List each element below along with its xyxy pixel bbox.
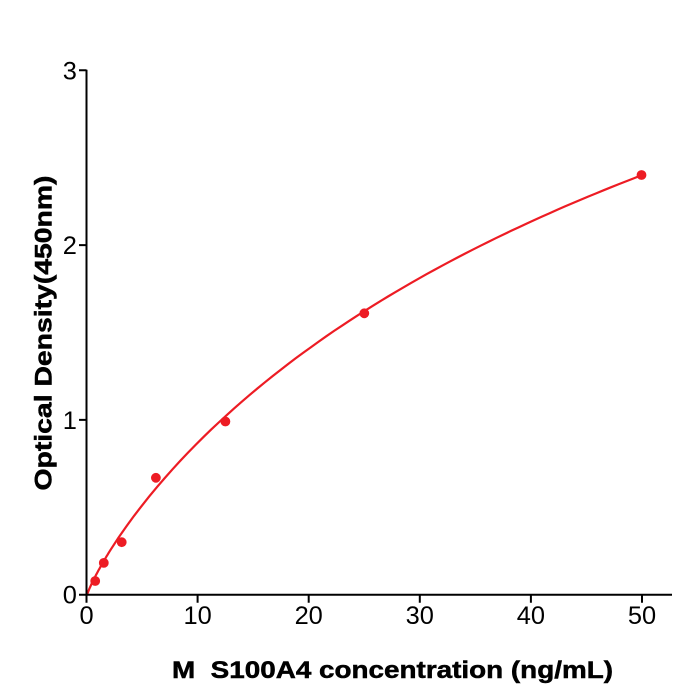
svg-text:0: 0 (63, 582, 77, 610)
svg-text:40: 40 (517, 602, 545, 630)
svg-text:50: 50 (628, 602, 656, 630)
svg-text:Optical Density(450nm): Optical Density(450nm) (31, 176, 58, 491)
svg-text:10: 10 (183, 602, 211, 630)
svg-text:20: 20 (295, 602, 323, 630)
svg-text:30: 30 (406, 602, 434, 630)
svg-text:M S100A4 concentration (ng/mL: M S100A4 concentration (ng/mL) (172, 657, 613, 684)
svg-text:3: 3 (63, 57, 77, 85)
svg-text:1: 1 (63, 407, 77, 435)
svg-text:2: 2 (63, 232, 77, 260)
svg-text:0: 0 (79, 602, 93, 630)
